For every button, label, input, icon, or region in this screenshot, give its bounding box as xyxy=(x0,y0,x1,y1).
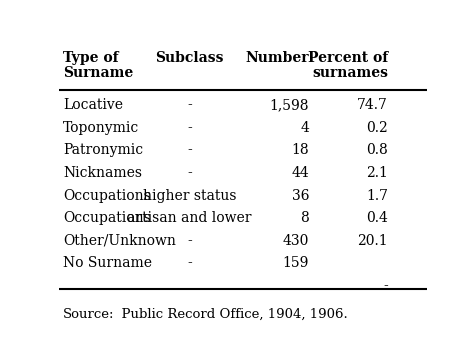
Text: 0.4: 0.4 xyxy=(366,211,388,225)
Text: -: - xyxy=(383,279,388,293)
Text: 44: 44 xyxy=(292,166,309,180)
Text: -: - xyxy=(187,166,192,180)
Text: 1,598: 1,598 xyxy=(270,98,309,112)
Text: -: - xyxy=(187,143,192,157)
Text: 36: 36 xyxy=(292,189,309,203)
Text: 1.7: 1.7 xyxy=(366,189,388,203)
Text: higher status: higher status xyxy=(143,189,237,203)
Text: -: - xyxy=(187,98,192,112)
Text: 20.1: 20.1 xyxy=(357,234,388,248)
Text: Occupations: Occupations xyxy=(63,189,151,203)
Text: Public Record Office, 1904, 1906.: Public Record Office, 1904, 1906. xyxy=(112,308,347,321)
Text: Nicknames: Nicknames xyxy=(63,166,142,180)
Text: Toponymic: Toponymic xyxy=(63,121,139,135)
Text: 0.2: 0.2 xyxy=(366,121,388,135)
Text: Patronymic: Patronymic xyxy=(63,143,143,157)
Text: No Surname: No Surname xyxy=(63,256,152,270)
Text: Number: Number xyxy=(246,51,309,65)
Text: Surname: Surname xyxy=(63,66,133,81)
Text: 159: 159 xyxy=(283,256,309,270)
Text: 2.1: 2.1 xyxy=(366,166,388,180)
Text: -: - xyxy=(187,256,192,270)
Text: surnames: surnames xyxy=(312,66,388,81)
Text: Occupations: Occupations xyxy=(63,211,151,225)
Text: artisan and lower: artisan and lower xyxy=(128,211,252,225)
Text: 8: 8 xyxy=(301,211,309,225)
Text: 18: 18 xyxy=(292,143,309,157)
Text: Type of: Type of xyxy=(63,51,118,65)
Text: 430: 430 xyxy=(283,234,309,248)
Text: -: - xyxy=(187,234,192,248)
Text: Locative: Locative xyxy=(63,98,123,112)
Text: 4: 4 xyxy=(300,121,309,135)
Text: Other/Unknown: Other/Unknown xyxy=(63,234,176,248)
Text: -: - xyxy=(187,121,192,135)
Text: Percent of: Percent of xyxy=(308,51,388,65)
Text: 0.8: 0.8 xyxy=(366,143,388,157)
Text: Source:: Source: xyxy=(63,308,114,321)
Text: 74.7: 74.7 xyxy=(357,98,388,112)
Text: Subclass: Subclass xyxy=(155,51,224,65)
